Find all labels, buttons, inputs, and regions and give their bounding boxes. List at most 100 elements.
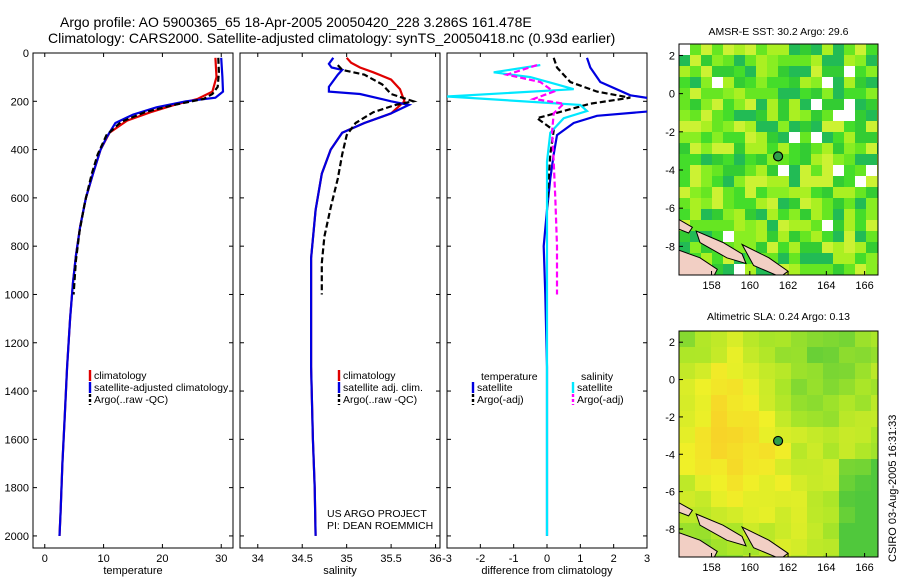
map-cell <box>855 347 872 364</box>
map-cell <box>775 363 792 380</box>
map-cell <box>839 347 856 364</box>
map-cell <box>711 555 728 557</box>
map-cell <box>789 154 801 166</box>
map-cell <box>767 121 779 133</box>
map-cell <box>800 77 812 89</box>
map-cell <box>855 555 872 557</box>
map-cell <box>775 459 792 476</box>
map-cell <box>822 220 834 232</box>
map-cell <box>723 110 735 122</box>
map-cell <box>695 411 712 428</box>
island-1 <box>695 513 747 547</box>
map-cell <box>800 143 812 155</box>
map-cell <box>690 154 702 166</box>
map-cell <box>807 507 824 524</box>
map-cell <box>811 77 823 89</box>
map-cell <box>679 77 691 89</box>
map-cell <box>778 132 790 144</box>
credit-line-1: US ARGO PROJECT <box>327 508 427 520</box>
map-cell <box>866 253 878 265</box>
map-cell <box>767 132 779 144</box>
map-cell <box>833 143 845 155</box>
legend-sal-climatology-label: climatology <box>343 370 396 382</box>
map-cell <box>800 264 812 275</box>
map-cell <box>833 176 845 188</box>
map-cell <box>866 121 878 133</box>
map-cell <box>695 331 712 348</box>
map-cell <box>866 264 878 275</box>
map-x-tick-label-sst_map: 158 <box>702 280 720 292</box>
map-cell <box>734 44 746 56</box>
map-cell <box>855 110 867 122</box>
map-cell <box>791 411 808 428</box>
x-tick-label-difference: 2 <box>611 553 617 565</box>
map-cell <box>701 165 713 177</box>
map-cell <box>800 242 812 254</box>
series-line-satellite-adj-clim- <box>310 57 413 536</box>
map-cell <box>712 132 724 144</box>
map-cell <box>743 379 760 396</box>
panel-frame-salinity <box>239 52 441 549</box>
map-cell <box>690 242 702 254</box>
map-cell <box>745 110 757 122</box>
map-cell <box>701 187 713 199</box>
map-cell <box>734 231 746 243</box>
map-cell <box>745 132 757 144</box>
map-cell <box>767 187 779 199</box>
map-cell <box>855 154 867 166</box>
map-cell <box>759 555 776 557</box>
map-cell <box>789 209 801 221</box>
x-tick-label-salinity: 34 <box>252 553 264 565</box>
map-cell <box>811 143 823 155</box>
map-cell <box>844 66 856 78</box>
map-cell <box>756 121 768 133</box>
map-cell <box>778 253 790 265</box>
map-cell <box>844 55 856 67</box>
map-cell <box>711 379 728 396</box>
map-cell <box>791 427 808 444</box>
map-cell <box>823 411 840 428</box>
map-cell <box>866 143 878 155</box>
map-cell <box>855 44 867 56</box>
map-cell <box>833 44 845 56</box>
map-cell <box>866 66 878 78</box>
map-cell <box>833 88 845 100</box>
map-cell <box>701 99 713 111</box>
map-cell <box>791 379 808 396</box>
map-cell <box>823 459 840 476</box>
map-cell <box>778 198 790 210</box>
map-cell <box>727 395 744 412</box>
map-cell <box>844 209 856 221</box>
map-cell <box>791 395 808 412</box>
map-cell <box>839 363 856 380</box>
x-tick-label-difference: -1 <box>509 553 519 565</box>
map-cell <box>789 253 801 265</box>
map-cell <box>679 242 691 254</box>
map-cell <box>734 198 746 210</box>
map-cell <box>775 507 792 524</box>
map-cell <box>789 165 801 177</box>
map-cell <box>690 55 702 67</box>
map-cell <box>679 427 696 444</box>
map-cell <box>823 331 840 348</box>
map-cell <box>871 411 878 428</box>
map-cell <box>844 88 856 100</box>
series-group-difference <box>447 57 647 536</box>
map-cell <box>712 88 724 100</box>
map-cell <box>756 187 768 199</box>
series-group-salinity <box>310 57 418 536</box>
x-tick-label-difference: -3 <box>442 553 452 565</box>
series-group-temperature <box>58 57 225 536</box>
map-cell <box>679 231 691 243</box>
map-x-tick-label-sla_map: 164 <box>817 562 835 574</box>
map-cell <box>839 555 856 557</box>
map-cell <box>833 99 845 111</box>
map-cell <box>866 154 878 166</box>
map-cell <box>712 143 724 155</box>
map-cell <box>877 99 878 111</box>
legend-sal-argo-label: Argo(..raw -QC) <box>343 394 417 406</box>
title-line-2: Climatology: CARS2000. Satellite-adjuste… <box>48 30 616 46</box>
panel-frame-temperature <box>32 52 234 549</box>
map-cell <box>711 363 728 380</box>
map-cell <box>745 55 757 67</box>
